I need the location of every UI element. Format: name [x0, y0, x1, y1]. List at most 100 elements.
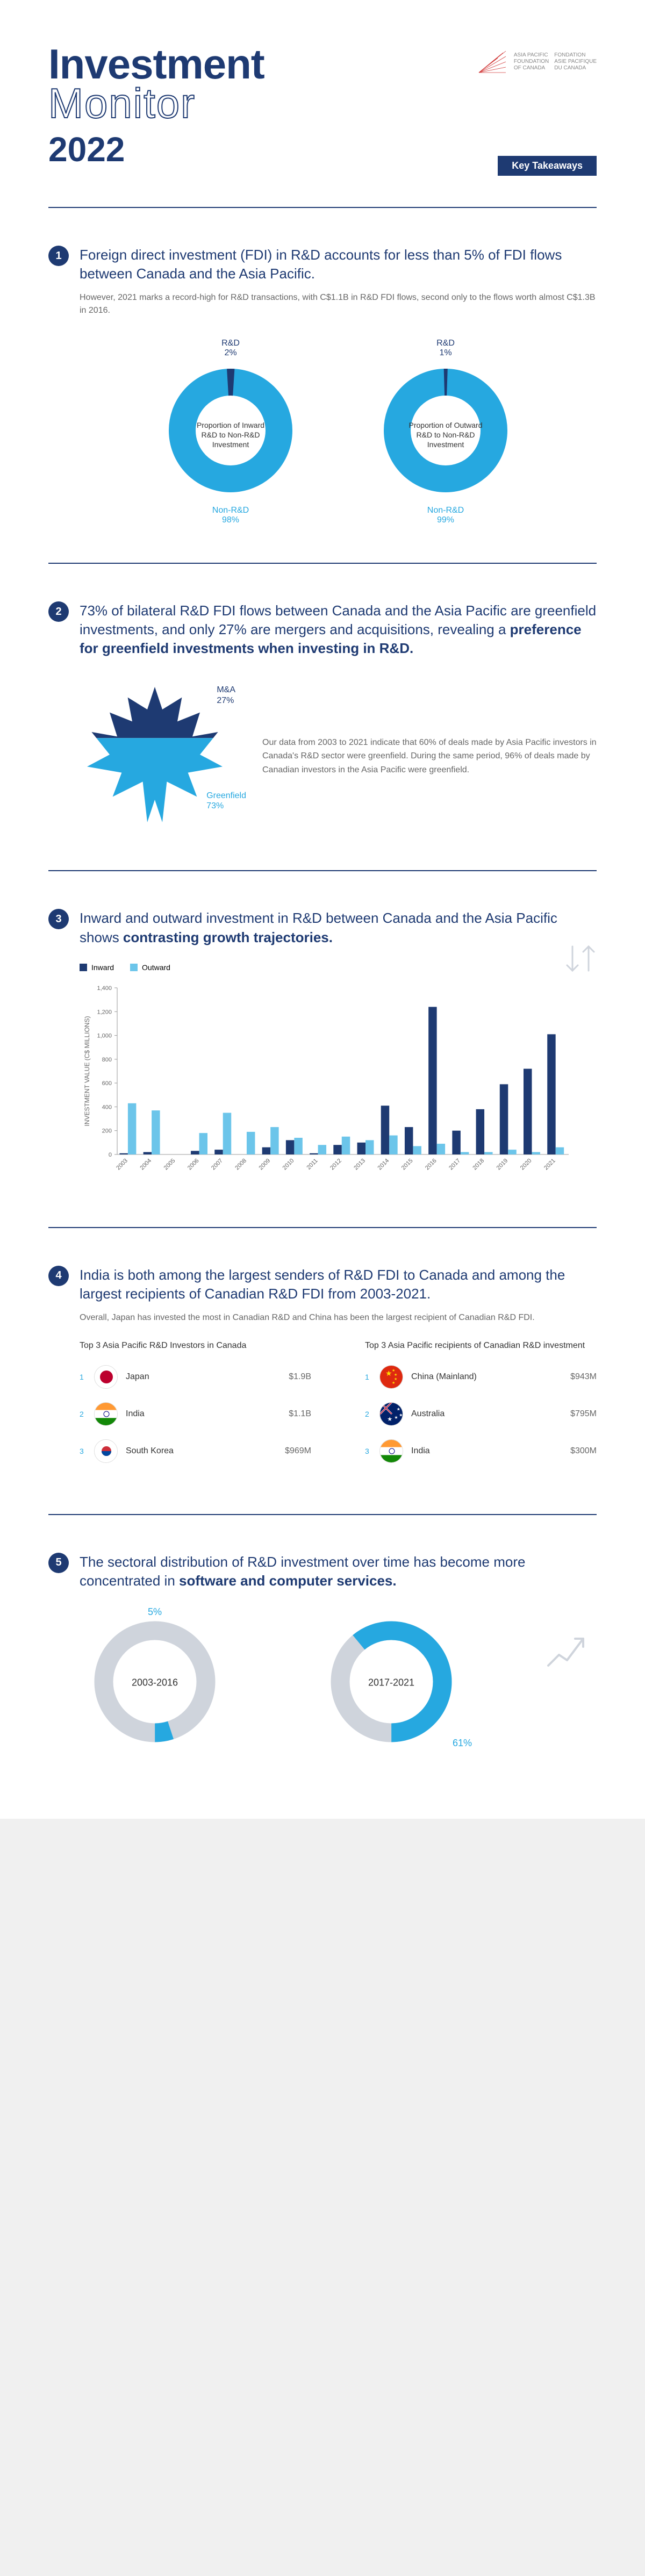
donut-chart-row: R&D2% Proportion of Inward R&D to Non-R&… [80, 339, 597, 525]
svg-text:2019: 2019 [496, 1157, 510, 1171]
recipients-column: Top 3 Asia Pacific recipients of Canadia… [365, 1340, 597, 1476]
section-number: 1 [48, 246, 69, 266]
section-headline: India is both among the largest senders … [80, 1266, 597, 1303]
svg-text:0: 0 [109, 1152, 112, 1158]
country-item: 3 South Korea $969M [80, 1439, 311, 1463]
svg-text:2015: 2015 [400, 1157, 414, 1171]
donut-top-label: R&D2% [155, 339, 306, 358]
arrows-decoration-icon [564, 941, 597, 979]
key-takeaways-badge: Key Takeaways [498, 156, 597, 176]
section-subtext: However, 2021 marks a record-high for R&… [80, 291, 597, 317]
country-name: India [126, 1409, 281, 1419]
rank-number: 1 [365, 1373, 371, 1381]
country-name: China (Mainland) [411, 1372, 562, 1382]
svg-text:2007: 2007 [210, 1157, 224, 1171]
svg-text:★: ★ [392, 1368, 395, 1373]
donut-center-label: Proportion of Inward R&D to Non-R&D Inve… [193, 420, 268, 450]
donut-bottom-label: Non-R&D99% [370, 506, 521, 525]
infographic-page: Investment Monitor 2022 ASIA PACIFICFOUN… [0, 0, 645, 1819]
svg-text:★: ★ [397, 1407, 400, 1411]
country-name: Japan [126, 1372, 281, 1382]
country-item: 1 ★★★★★ China (Mainland) $943M [365, 1365, 597, 1389]
logo-text: ASIA PACIFICFOUNDATIONOF CANADA [514, 52, 549, 71]
country-name: South Korea [126, 1446, 277, 1456]
rank-number: 2 [365, 1410, 371, 1418]
divider [48, 870, 597, 871]
donut-center-label: Proportion of Outward R&D to Non-R&D Inv… [408, 420, 483, 450]
country-value: $795M [570, 1409, 597, 1419]
svg-text:★: ★ [392, 1381, 395, 1385]
section-5: 5 The sectoral distribution of R&D inves… [0, 1531, 645, 1819]
rank-number: 1 [80, 1373, 86, 1381]
svg-text:2004: 2004 [139, 1157, 153, 1171]
country-item: 1 Japan $1.9B [80, 1365, 311, 1389]
sector-period-label: 2017-2021 [368, 1677, 414, 1689]
section-1: 1 Foreign direct investment (FDI) in R&D… [0, 224, 645, 547]
sector-pct-label: 61% [453, 1738, 472, 1749]
country-item: 2 India $1.1B [80, 1402, 311, 1426]
divider [48, 1227, 597, 1228]
rank-number: 2 [80, 1410, 86, 1418]
svg-text:2018: 2018 [471, 1157, 485, 1171]
svg-text:2006: 2006 [187, 1157, 200, 1171]
sector-pct-label: 5% [148, 1606, 162, 1618]
logo-icon [476, 48, 508, 75]
title-monitor: Monitor [48, 82, 597, 124]
svg-text:2017: 2017 [448, 1157, 462, 1171]
sector-period-label: 2003-2016 [132, 1677, 178, 1689]
divider [48, 563, 597, 564]
svg-text:800: 800 [102, 1057, 112, 1063]
svg-text:2003: 2003 [115, 1157, 129, 1171]
greenfield-label: Greenfield73% [206, 791, 246, 811]
section-3: 3 Inward and outward investment in R&D b… [0, 887, 645, 1210]
sector-donut: 61% 2017-2021 [316, 1612, 467, 1754]
header: Investment Monitor 2022 ASIA PACIFICFOUN… [0, 0, 645, 191]
donut-top-label: R&D1% [370, 339, 521, 358]
chart-legend: Inward Outward [80, 963, 597, 972]
divider [48, 207, 597, 208]
flag-icon [379, 1439, 403, 1463]
bar-chart: Inward Outward 02004006008001,0001,2001,… [80, 963, 597, 1189]
rank-number: 3 [365, 1447, 371, 1455]
svg-text:2016: 2016 [424, 1157, 438, 1171]
svg-text:200: 200 [102, 1128, 112, 1134]
flag-icon: ★★★★★ [379, 1365, 403, 1389]
country-value: $1.9B [289, 1372, 311, 1382]
country-value: $300M [570, 1446, 597, 1456]
donut-chart: R&D2% Proportion of Inward R&D to Non-R&… [155, 339, 306, 525]
svg-text:2009: 2009 [257, 1157, 271, 1171]
svg-text:1,400: 1,400 [97, 985, 112, 992]
donut-bottom-label: Non-R&D98% [155, 506, 306, 525]
investors-column: Top 3 Asia Pacific R&D Investors in Cana… [80, 1340, 311, 1476]
svg-text:2008: 2008 [234, 1157, 248, 1171]
flag-icon [94, 1402, 118, 1426]
svg-text:2012: 2012 [329, 1157, 343, 1171]
svg-text:2013: 2013 [353, 1157, 367, 1171]
svg-text:2005: 2005 [163, 1157, 177, 1171]
svg-text:1,200: 1,200 [97, 1009, 112, 1015]
section-headline: Foreign direct investment (FDI) in R&D a… [80, 246, 597, 283]
section-2: 2 73% of bilateral R&D FDI flows between… [0, 580, 645, 854]
section-side-text: Our data from 2003 to 2021 indicate that… [262, 736, 597, 777]
section-number: 3 [48, 909, 69, 929]
svg-text:★: ★ [394, 1377, 397, 1381]
section-number: 5 [48, 1553, 69, 1573]
section-headline: The sectoral distribution of R&D investm… [80, 1553, 597, 1590]
svg-text:2021: 2021 [543, 1157, 557, 1171]
country-item: 3 India $300M [365, 1439, 597, 1463]
svg-text:600: 600 [102, 1080, 112, 1087]
svg-text:2011: 2011 [305, 1157, 319, 1171]
sector-donut-row: 5% 2003-2016 61% 2017-2021 [80, 1612, 597, 1754]
column-title: Top 3 Asia Pacific R&D Investors in Cana… [80, 1340, 311, 1352]
section-headline: Inward and outward investment in R&D bet… [80, 909, 597, 946]
svg-text:★: ★ [387, 1416, 392, 1423]
growth-arrow-icon [543, 1628, 591, 1676]
svg-text:★: ★ [394, 1415, 398, 1419]
section-number: 4 [48, 1266, 69, 1286]
country-name: India [411, 1446, 562, 1456]
country-value: $943M [570, 1372, 597, 1382]
svg-text:2020: 2020 [519, 1157, 533, 1171]
svg-text:2014: 2014 [377, 1157, 391, 1171]
ma-label: M&A27% [217, 685, 235, 705]
section-number: 2 [48, 601, 69, 622]
